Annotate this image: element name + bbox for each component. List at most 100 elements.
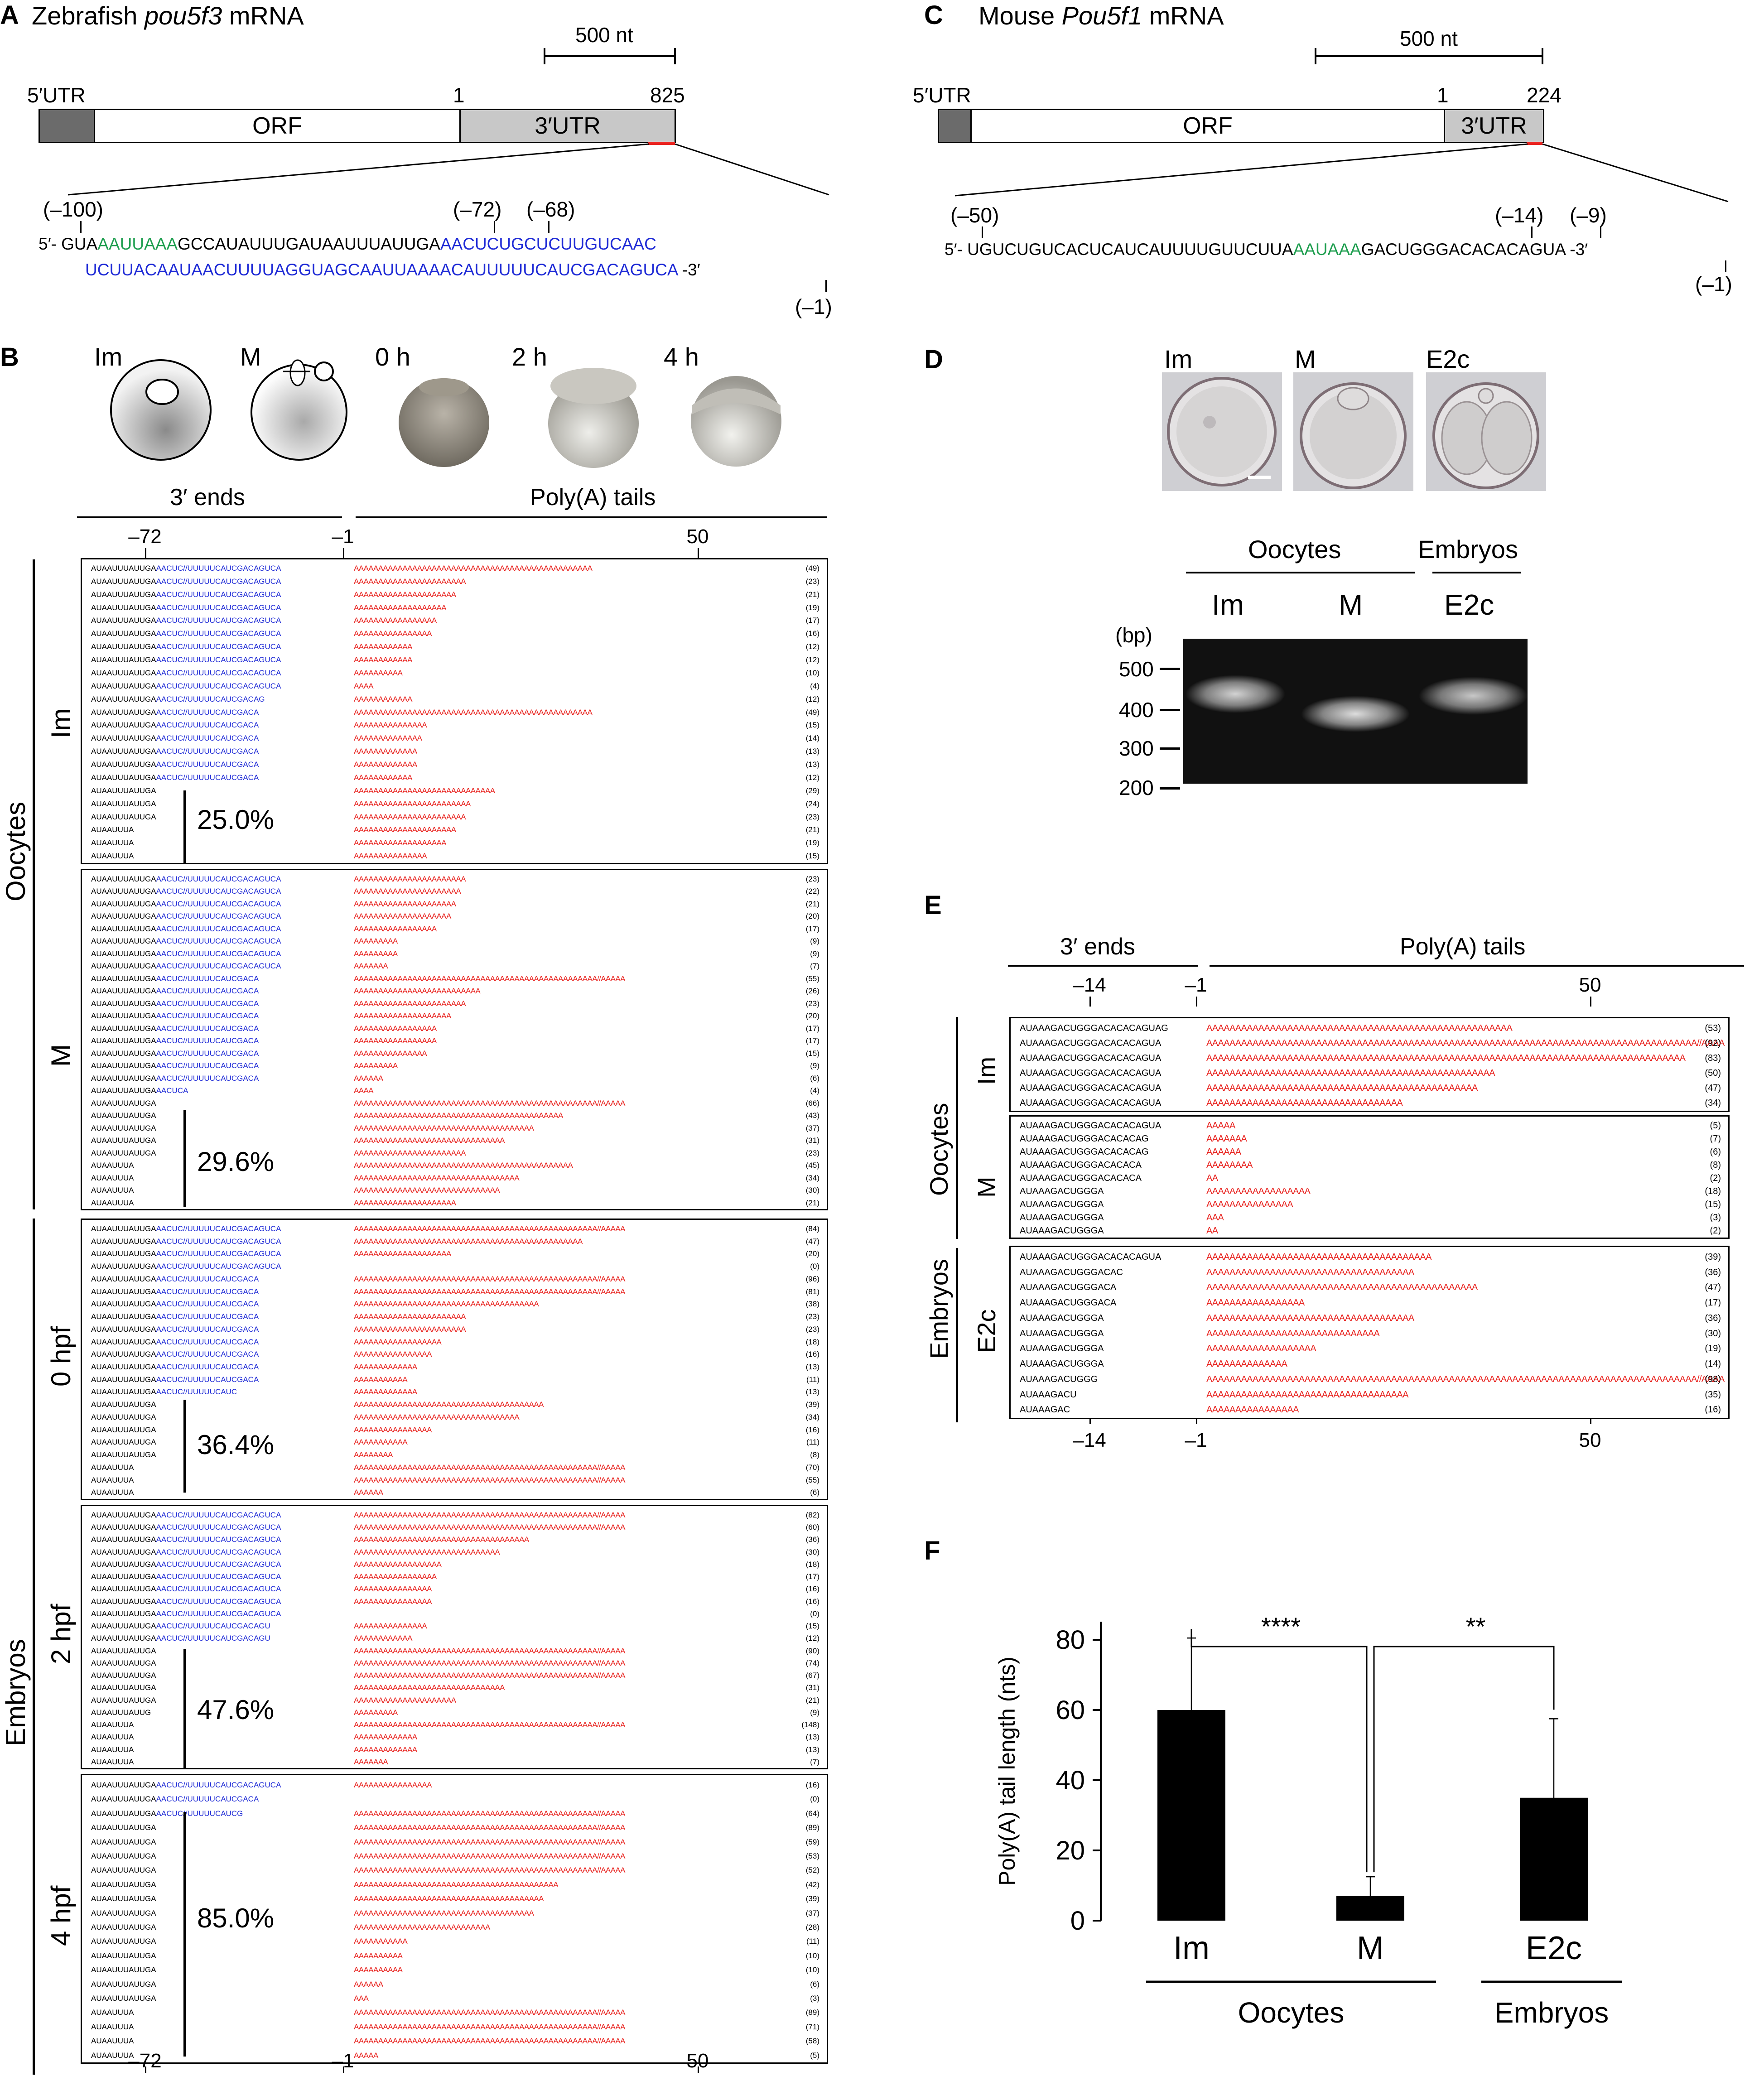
tail-length-count: (20): [805, 1012, 819, 1021]
e-tick-top-m14: –14: [1073, 974, 1106, 996]
tail-length-count: (39): [805, 1894, 819, 1903]
seq-blue-after-break: //UUUUUCAUCGACA: [183, 987, 259, 996]
poly-a-tail: AAAAAAAAAAAAAAAAAAAAAAAAAAAAAAAAAAAAAAAA…: [354, 1111, 563, 1120]
poly-a-tail: AAAAAAAAAAAAAAAAAAAAAAA: [354, 577, 466, 586]
sequence-box-2-hpf: AUAAUUUAUUGAAACUC//UUUUUCAUCGACAGUCA AAAA…: [81, 1505, 828, 1769]
seq-blue: AACUC: [156, 760, 183, 769]
stage-im: Im: [94, 342, 123, 371]
poly-a-tail: AAAAAAAAAAAAAAAAAAAAAAAAAAAAAAAAAAAAAAAA…: [354, 1463, 625, 1472]
gene-name: pou5f3: [145, 1, 222, 30]
poly-a-tail: AAAAAAA: [1206, 1134, 1247, 1144]
poly-a-tail: AAAAAAAAAAAAAAAAAAAAAAAAAAAAAAAAAAAAAAAA…: [354, 1866, 625, 1875]
significance-bracket: [1190, 1629, 1368, 1873]
seq-black: AUAAUUUAUUGA: [91, 1375, 156, 1384]
category-label: E2c: [1526, 1930, 1582, 1966]
scale-bar-tick-right: [1542, 48, 1543, 64]
tail-length-count: (12): [805, 1634, 819, 1643]
poly-a-tail: AAAAAAAAAAAAAAAA: [354, 1350, 432, 1359]
seq-black: AUAAUUUAUUGA: [91, 1908, 156, 1917]
seq-black: AUAAUUUAUUGA: [91, 1224, 156, 1233]
three-prime-end-seq: AUAAUUUAUUGA: [91, 1934, 156, 1948]
seq-black: AUAAUUUAUUGA: [91, 1061, 156, 1070]
three-prime-end-seq: AUAAUUUA: [91, 1744, 134, 1756]
clone-row: AUAAUUUAUUGAAACUC//UUUUUCAUCGACA AAAAAAAA…: [91, 973, 822, 985]
three-prime-end-seq: AUAAUUUAUUGA: [91, 1122, 156, 1134]
clone-row: AUAAUUUAUUGA AAAAAAAAAAAAAAAAAAAAAAAAAAAA…: [91, 1821, 822, 1835]
poly-a-tail: AA: [1206, 1226, 1218, 1236]
poly-a-tail: AAAAAAAAAAAA: [354, 694, 412, 703]
e-tick-bottom-50: 50: [1579, 1429, 1601, 1451]
tick-mark: [698, 548, 699, 558]
three-prime-end-seq: AUAAUUUAUUGAAACUC//UUUUUCAUCGACAGUCA: [91, 1546, 281, 1558]
three-prime-end-seq: AUAAUUUAUUGAAACUC//UUUUUCAUCGACAGUCA: [91, 923, 281, 935]
clone-row: AUAAAGACUGGGA AAAAAAAAAAAAAAA (15): [1020, 1198, 1724, 1211]
three-prime-end-seq: AUAAAGACUGGGACACACAG: [1020, 1147, 1149, 1157]
seq-blue: AACUC: [156, 1547, 183, 1556]
seq-blue: AACUC: [156, 1274, 183, 1283]
clone-row: AUAAUUUAUUGA AAAAAAAAAAAAAAAAAAAAAAAAAAAA…: [91, 1878, 822, 1892]
poly-a-tail: AAAAAAAAAAAAAAAAAAAAAAAAAAAAAA: [1206, 1328, 1380, 1339]
seq-black: AUAAUUUAUUGA: [91, 1300, 156, 1309]
seq-blue: AACUC: [156, 1387, 183, 1397]
scale-bar-label: 500 nt: [1400, 27, 1458, 50]
poly-a-tail: AAAAAAAAAAAAAAAAAAAAAAAAAAAAAAAAAAAAAAAA…: [1206, 1282, 1478, 1293]
clone-row: AUAAUUUAUUGAAACUC//UUUUUCAUCGACAGUCA AAAA…: [91, 654, 822, 667]
three-prime-end-seq: AUAAUUUAUUG: [91, 1706, 151, 1719]
tail-length-count: (19): [1705, 1344, 1721, 1354]
clone-row: AUAAUUUAUUGAAACUC//UUUUUCAUCGACAGUCA AAAA…: [91, 1533, 822, 1546]
seq-blue: AACUC: [156, 899, 183, 908]
seq-blue: AACUC: [156, 773, 183, 782]
poly-a-tail: AAAAAA: [354, 1074, 383, 1083]
clone-row: AUAAUUUAUUGAAACUC//UUUUUCAUCGACA AAAAAAAA…: [91, 1336, 822, 1349]
clone-row: AUAAUUUAUUGAAACUC//UUUUUCAUCGACAGUCA AAAA…: [91, 627, 822, 641]
three-prime-end-seq: AUAAUUUAUUGAAACUC//UUUUUCAUCGACA: [91, 719, 259, 732]
tail-length-count: (0): [810, 1262, 819, 1271]
seq-black: AUAAUUUAUUGA: [91, 1683, 156, 1692]
three-prime-end-seq: AUAAUUUAUUGAAACUC//UUUUUCAUCGACAGUCA: [91, 1521, 281, 1533]
poly-a-tail: AAAAAAAAAAAAAAAAAAAA: [354, 1249, 451, 1258]
marker-tick: [1160, 787, 1180, 790]
seq-black: AUAAUUUAUUGA: [91, 1547, 156, 1556]
seq-black: AUAAUUUA: [91, 1757, 134, 1766]
tail-length-count: (34): [805, 1412, 819, 1421]
poly-a-tail: AAAAAAAAAAAAAAAAAAAAA: [354, 1695, 456, 1705]
title-prefix: Mouse: [978, 1, 1062, 30]
poly-a-tail: AAAAAAAAAAAAAAAAA: [354, 1036, 437, 1045]
tick-mark: [1590, 997, 1591, 1007]
seq-blue: AACUC: [156, 1634, 183, 1643]
poly-a-tail: AAAAAAAAAA: [354, 668, 403, 677]
poly-a-tail: AAAAAAAAAAAAAAAAAAAAAAAAAAAA: [354, 1923, 490, 1931]
tick-m1: [825, 280, 827, 292]
tail-length-count: (17): [805, 1024, 819, 1033]
three-prime-end-seq: AUAAUUUAUUGA: [91, 1949, 156, 1963]
tail-length-count: (13): [805, 1387, 819, 1397]
seq-blue-after-break: //UUUUUCAUCGACA: [183, 1312, 259, 1321]
poly-a-tail: AAAAAAAAAAAAAAAAAAAAAAAAAAAAAAAAAAAAAAAA…: [354, 1274, 625, 1283]
three-prime-end-seq: AUAAUUUAUUGA: [91, 1097, 156, 1109]
e-box-label-m: M: [972, 1176, 1001, 1198]
clone-row: AUAAUUUAUUGA AAAAAAAAAAAAAAAAAAAAAAAAAAAA…: [91, 1835, 822, 1849]
seq-blue-after-break: //UUUUUCAUCGACAGUCA: [183, 1585, 281, 1594]
three-prime-end-seq: AUAAAGACUGGGACACACAGUA: [1020, 1038, 1162, 1048]
poly-a-tail: AAAAAAAAAAAAA: [354, 747, 417, 756]
poly-a-tail: AAAAAAAAAAAAAAAAAAAAAAAAAAAAAAAAAAAAAAAA…: [1206, 1053, 1686, 1063]
e-tick-bottom-m14: –14: [1073, 1429, 1106, 1451]
poly-a-tail: AAAAAAAA: [354, 1450, 393, 1459]
poly-a-tail: AAAAAAAAA: [354, 949, 398, 958]
poly-a-tail: AAAAAAAAAAAAAAAAAAAA: [354, 1012, 451, 1021]
seq-blue: AACUC: [156, 887, 183, 896]
clone-row: AUAAUUUAUUGA AAAAAAAAAA (10): [91, 1963, 822, 1977]
seq-blue-after-break: //UUUUUCAUCGACAGUCA: [183, 590, 281, 599]
poly-a-tail: AAAAAAAAA: [354, 1708, 398, 1717]
poly-a-tail: AAAAAAAAAAAAAAAAAAAA: [354, 912, 451, 921]
tail-length-count: (2): [1710, 1173, 1721, 1183]
seq-blue-after-break: //UUUUUCAUCGACA: [183, 1363, 259, 1371]
tail-length-count: (21): [805, 1198, 819, 1207]
panel-f-label: F: [924, 1536, 940, 1565]
clone-row: AUAAUUUAUUGAAACUC//UUUUUCAUCGACAGUCA AAAA…: [91, 1235, 822, 1248]
clone-row: AUAAUUUAUUGAAACUC//UUUUUCAUCGACAGU AAAAAA…: [91, 1632, 822, 1644]
seq-blue-after-break: //UUUUUCAUCGACAGUCA: [183, 1224, 281, 1233]
tail-length-count: (12): [805, 655, 819, 665]
seq-blue: AACUC: [156, 1074, 183, 1083]
seq-blue-after-break: //UUUUUCAUCGACAGUCA: [183, 962, 281, 971]
